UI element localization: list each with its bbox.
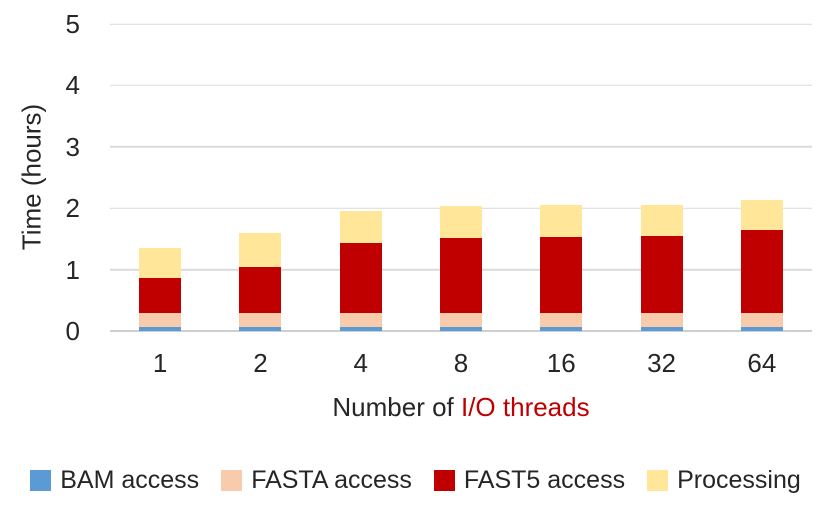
bar-segment-bam-access bbox=[439, 327, 482, 331]
bar-slot bbox=[712, 24, 812, 331]
legend-swatch-processing bbox=[647, 470, 669, 491]
y-tick-label: 1 bbox=[65, 254, 80, 285]
stacked-bar-2 bbox=[239, 24, 282, 331]
x-axis-tick-labels: 1 2 4 8 16 32 64 bbox=[110, 348, 812, 379]
bar-segment-fasta-access bbox=[439, 313, 482, 328]
stacked-bar-64 bbox=[740, 24, 783, 331]
plot-area bbox=[110, 23, 812, 332]
legend-label: BAM access bbox=[60, 466, 200, 494]
bar-segment-fast5-access bbox=[339, 243, 382, 314]
x-axis-title-prefix: Number of bbox=[332, 392, 461, 422]
x-tick-label: 16 bbox=[546, 348, 576, 378]
bar-segment-processing bbox=[740, 200, 783, 231]
y-tick-label: 0 bbox=[65, 316, 80, 346]
legend-item-fasta-access: FASTA access bbox=[221, 466, 412, 495]
bar-segment-bam-access bbox=[239, 327, 282, 331]
x-axis-title: Number of I/O threads bbox=[110, 392, 812, 423]
bar-segment-fasta-access bbox=[540, 313, 583, 328]
bar-slot bbox=[110, 24, 210, 331]
legend-item-bam-access: BAM access bbox=[30, 466, 199, 495]
bar-segment-processing bbox=[239, 232, 282, 267]
legend-swatch-fasta-access bbox=[221, 470, 243, 491]
y-tick-label: 4 bbox=[65, 70, 80, 101]
bar-slot bbox=[210, 24, 310, 331]
gridline bbox=[110, 84, 812, 87]
bar-segment-processing bbox=[540, 205, 583, 238]
stacked-bar-32 bbox=[640, 24, 683, 331]
y-tick-label: 2 bbox=[65, 193, 80, 224]
gridline bbox=[110, 23, 812, 25]
bar-segment-fasta-access bbox=[740, 313, 783, 328]
stacked-bar-4 bbox=[339, 24, 382, 331]
gridline bbox=[110, 146, 812, 148]
bar-segment-bam-access bbox=[339, 327, 382, 331]
x-axis-title-highlight: I/O threads bbox=[460, 392, 590, 422]
bars-container bbox=[110, 24, 812, 331]
legend-label: FASTA access bbox=[251, 466, 412, 494]
bar-segment-fasta-access bbox=[339, 313, 382, 328]
x-axis-line bbox=[110, 330, 812, 332]
bar-slot bbox=[511, 24, 611, 331]
bar-segment-fasta-access bbox=[640, 313, 683, 328]
bar-slot bbox=[411, 24, 511, 331]
legend-label: FAST5 access bbox=[463, 466, 626, 494]
bar-segment-fast5-access bbox=[640, 235, 683, 314]
y-tick-label: 5 bbox=[65, 9, 80, 39]
bar-segment-processing bbox=[439, 206, 482, 239]
bar-segment-processing bbox=[339, 211, 382, 244]
legend-item-processing: Processing bbox=[647, 466, 801, 495]
x-tick-label: 4 bbox=[353, 348, 368, 378]
bar-segment-bam-access bbox=[139, 327, 182, 331]
bar-segment-processing bbox=[139, 247, 182, 279]
bar-segment-fast5-access bbox=[239, 266, 282, 314]
bar-segment-processing bbox=[640, 204, 683, 236]
bar-segment-bam-access bbox=[640, 327, 683, 331]
x-tick-label: 1 bbox=[152, 348, 168, 378]
stacked-bar-16 bbox=[540, 24, 583, 331]
y-axis-tick-labels: 0 1 2 3 4 5 bbox=[0, 11, 80, 344]
bar-segment-fasta-access bbox=[139, 313, 182, 328]
stacked-bar-8 bbox=[439, 24, 482, 331]
bar-slot bbox=[311, 24, 411, 331]
bar-segment-bam-access bbox=[740, 327, 783, 331]
stacked-bar-1 bbox=[139, 24, 182, 331]
bar-segment-fast5-access bbox=[740, 230, 783, 314]
bar-segment-fast5-access bbox=[540, 237, 583, 314]
bar-segment-fasta-access bbox=[239, 313, 282, 328]
y-tick-label: 3 bbox=[65, 131, 80, 162]
x-tick-label: 64 bbox=[747, 348, 777, 378]
x-tick-label: 32 bbox=[647, 348, 676, 378]
legend-item-fast5-access: FAST5 access bbox=[433, 466, 626, 495]
legend-swatch-bam-access bbox=[30, 470, 52, 491]
x-tick-label: 2 bbox=[253, 348, 268, 378]
legend-swatch-fast5-access bbox=[433, 470, 455, 491]
legend-label: Processing bbox=[677, 466, 801, 494]
x-tick-label: 8 bbox=[453, 348, 469, 378]
legend: BAM access FASTA access FAST5 access Proces… bbox=[0, 466, 831, 495]
bar-segment-fast5-access bbox=[439, 238, 482, 314]
bar-segment-bam-access bbox=[540, 327, 583, 331]
bar-segment-fast5-access bbox=[139, 278, 182, 314]
bar-slot bbox=[611, 24, 711, 331]
